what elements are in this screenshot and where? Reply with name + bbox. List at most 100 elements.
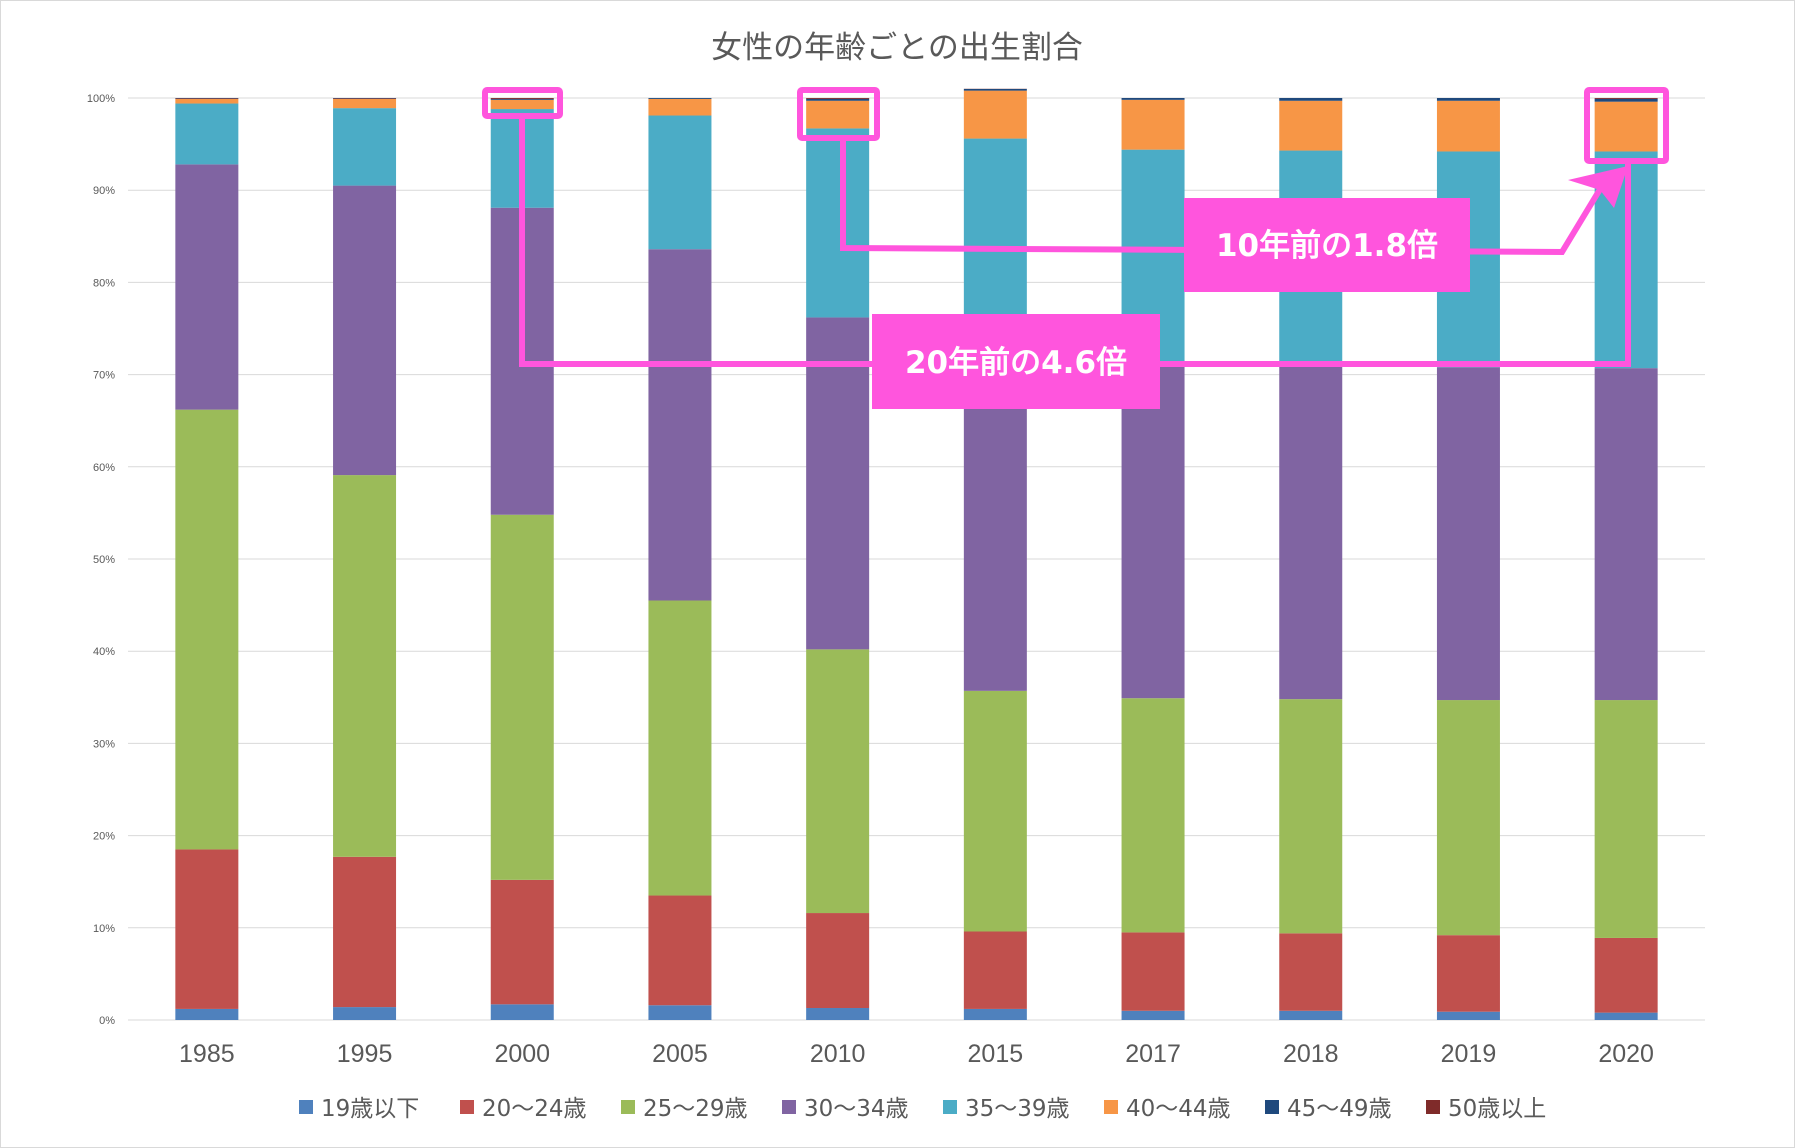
y-tick-label: 20% <box>93 831 115 843</box>
bar-segment <box>648 249 712 601</box>
x-tick-label: 2019 <box>1441 1040 1497 1068</box>
bar-segment <box>490 514 554 880</box>
x-tick-label: 2010 <box>810 1040 866 1068</box>
callout-10-years: 10年前の1.8倍 <box>1216 228 1438 264</box>
bar-segment <box>1594 101 1658 152</box>
bar-segment <box>1279 100 1343 151</box>
bar-segment <box>806 98 870 99</box>
y-tick-label: 90% <box>93 185 115 197</box>
y-tick-label: 50% <box>93 554 115 566</box>
bar-segment <box>1279 699 1343 934</box>
bars <box>175 88 1658 1020</box>
highlight-box-2010 <box>797 87 880 141</box>
bar-segment <box>175 1008 239 1020</box>
bar-segment <box>963 88 1027 91</box>
bar-segment <box>1121 366 1185 699</box>
bar-segment <box>490 1004 554 1020</box>
bar-segment <box>963 690 1027 932</box>
legend-label: 19歳以下 <box>321 1096 419 1122</box>
bar-segment <box>1594 98 1658 99</box>
y-tick-label: 30% <box>93 738 115 750</box>
bar-segment <box>1121 1010 1185 1020</box>
bar-segment <box>806 317 870 650</box>
legend-swatch <box>782 1100 796 1114</box>
bar-segment <box>806 1008 870 1020</box>
bar-segment <box>1121 932 1185 1011</box>
bar-segment <box>175 103 239 165</box>
bar-segment <box>1436 700 1500 936</box>
bar-segment <box>1436 100 1500 152</box>
legend-label: 40～44歳 <box>1126 1096 1231 1122</box>
bar-segment <box>1436 935 1500 1012</box>
legend-swatch <box>1426 1100 1440 1114</box>
x-tick-label: 1985 <box>179 1040 235 1068</box>
x-tick-label: 2005 <box>652 1040 708 1068</box>
y-tick-label: 80% <box>93 277 115 289</box>
arrowhead-icon <box>1568 166 1628 208</box>
bar-segment <box>963 931 1027 1009</box>
bar-segment <box>333 185 397 476</box>
bar-segment <box>333 98 397 109</box>
bar-segment <box>333 1007 397 1020</box>
bar-segment <box>490 99 554 110</box>
bar-segment <box>806 98 870 101</box>
legend-swatch <box>1265 1100 1279 1114</box>
bar-segment <box>648 895 712 1006</box>
bar-segment <box>963 90 1027 139</box>
x-tick-label: 2017 <box>1125 1040 1181 1068</box>
legend-label: 30～34歳 <box>804 1096 909 1122</box>
legend-label: 35～39歳 <box>965 1096 1070 1122</box>
x-tick-label: 2018 <box>1283 1040 1339 1068</box>
bar-segment <box>1436 367 1500 701</box>
y-tick-label: 70% <box>93 370 115 382</box>
bar-segment <box>333 856 397 1008</box>
bar-segment <box>648 1005 712 1020</box>
x-tick-label: 2020 <box>1598 1040 1654 1068</box>
x-tick-label: 1995 <box>337 1040 393 1068</box>
bar-segment <box>806 649 870 914</box>
bar-segment <box>333 475 397 857</box>
chart-title: 女性の年齢ごとの出生割合 <box>711 30 1083 66</box>
bar-segment <box>1121 99 1185 150</box>
y-axis-ticks: 0% 10% 20% 30% 40% 50% 60% 70% 80% 90% 100% <box>87 93 115 1027</box>
y-tick-label: 40% <box>93 646 115 658</box>
bar-segment <box>1594 368 1658 701</box>
bar-segment <box>1279 933 1343 1011</box>
bar-segment <box>1594 1012 1658 1020</box>
bar-segment <box>1279 1010 1343 1020</box>
bar-segment <box>1436 98 1500 101</box>
legend-swatch <box>299 1100 313 1114</box>
bar-segment <box>333 108 397 186</box>
y-tick-label: 10% <box>93 923 115 935</box>
legend-label: 50歳以上 <box>1448 1096 1546 1122</box>
annotations: 10年前の1.8倍 20年前の4.6倍 <box>482 87 1669 409</box>
bar-segment <box>175 409 239 850</box>
bar-segment <box>175 849 239 1009</box>
bar-segment <box>648 98 712 99</box>
y-tick-label: 60% <box>93 462 115 474</box>
x-axis-ticks: 1985 1995 2000 2005 2010 2015 2017 2018 2019 2020 <box>179 1040 1654 1068</box>
bar-segment <box>1594 700 1658 938</box>
bar-segment <box>490 98 554 99</box>
bar-segment <box>1279 98 1343 101</box>
bar-segment <box>1594 98 1658 102</box>
legend-swatch <box>460 1100 474 1114</box>
legend-label: 45～49歳 <box>1287 1096 1392 1122</box>
y-tick-label: 0% <box>99 1015 115 1027</box>
bar-segment <box>1121 698 1185 933</box>
bar-segment <box>648 98 712 116</box>
bar-segment <box>175 98 239 104</box>
legend-swatch <box>943 1100 957 1114</box>
bar-segment <box>1594 937 1658 1013</box>
bar-segment <box>1121 98 1185 100</box>
bar-segment <box>963 358 1027 691</box>
bar-segment <box>806 913 870 1009</box>
bar-segment <box>1279 366 1343 700</box>
callout-20-years: 20年前の4.6倍 <box>905 345 1127 381</box>
legend-swatch <box>1104 1100 1118 1114</box>
bar-segment <box>175 164 239 410</box>
legend-swatch <box>621 1100 635 1114</box>
bar-segment <box>648 115 712 250</box>
x-tick-label: 2015 <box>968 1040 1024 1068</box>
